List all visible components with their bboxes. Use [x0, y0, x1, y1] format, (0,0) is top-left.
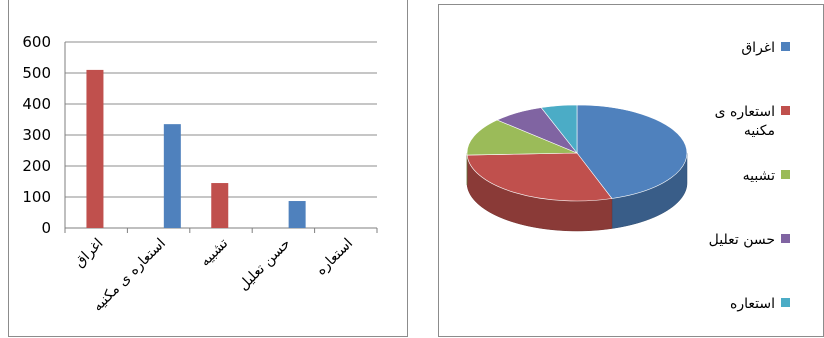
y-tick-label: 0	[41, 219, 51, 237]
y-tick-label: 600	[22, 33, 51, 51]
pie-slice	[540, 104, 578, 154]
legend-label: مکنیه	[744, 123, 775, 139]
bar	[211, 183, 229, 228]
pie-chart-panel: اغراق استعاره ی مکنیه تشبیه حسن تعلیل استعاره	[438, 4, 824, 337]
x-category-label: تشبیه	[197, 235, 231, 269]
pie-slice	[576, 104, 688, 199]
legend-swatch	[781, 106, 790, 115]
legend-label: استعاره ی	[715, 104, 775, 120]
x-category-label: حسن تعلیل	[235, 236, 293, 294]
legend-swatch	[781, 42, 790, 51]
legend-swatch	[781, 170, 790, 179]
legend-label: حسن تعلیل	[709, 232, 775, 248]
y-tick-label: 100	[22, 188, 51, 206]
legend-label: استعاره	[730, 296, 775, 312]
y-tick-label: 300	[22, 126, 51, 144]
bar	[288, 201, 306, 228]
bar	[163, 124, 181, 228]
pie-chart: اغراق استعاره ی مکنیه تشبیه حسن تعلیل استعاره	[466, 40, 790, 312]
x-category-label: اغراق	[71, 236, 106, 271]
pie-slice	[466, 119, 578, 156]
y-tick-label: 400	[22, 95, 51, 113]
legend-label: تشبیه	[743, 168, 775, 184]
legend-swatch	[781, 298, 790, 307]
pie-slice	[466, 152, 613, 202]
bar	[86, 69, 104, 229]
legend-swatch	[781, 234, 790, 243]
x-category-label: استعاره	[313, 236, 356, 279]
bar-chart-panel: 0 100 200 300 400 500 600 اغراق استعاره ی مکنیه ت…	[8, 0, 408, 337]
y-tick-label: 500	[22, 64, 51, 82]
legend-label: اغراق	[741, 40, 775, 56]
y-tick-label: 200	[22, 157, 51, 175]
